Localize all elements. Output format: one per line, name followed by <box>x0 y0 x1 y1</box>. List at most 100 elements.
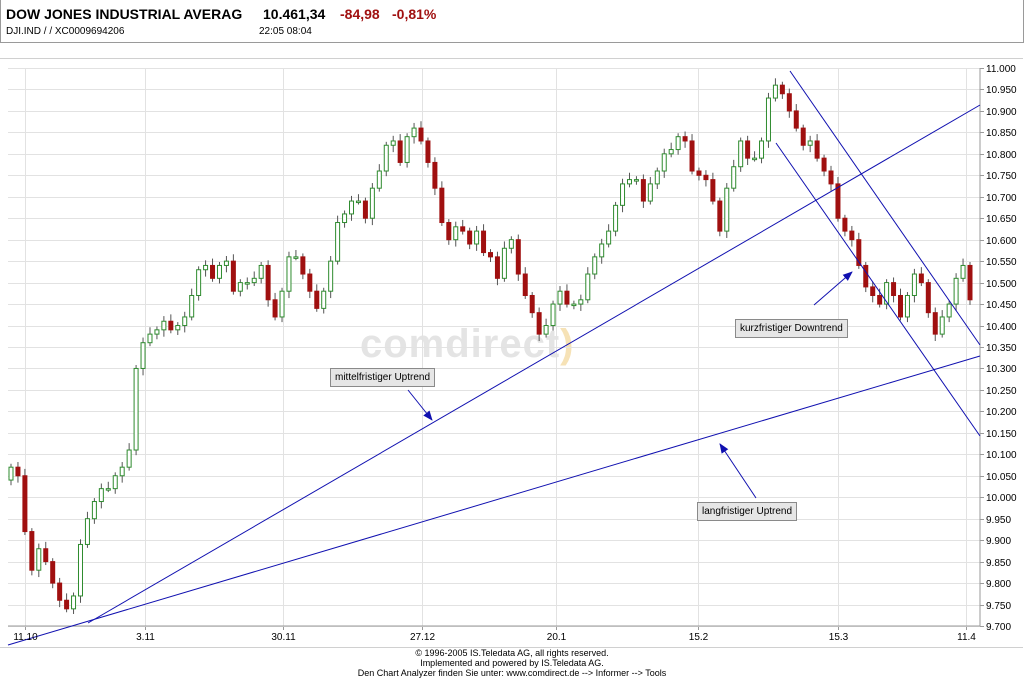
candle <box>418 121 424 145</box>
candle <box>460 219 466 235</box>
candle-body-up <box>98 488 104 503</box>
candle <box>620 178 626 213</box>
candle-body-down <box>814 140 820 159</box>
candle-body-down <box>439 187 445 224</box>
candle <box>168 314 174 334</box>
quote-times: 22:05 08:04 <box>259 26 312 37</box>
candle-body-down <box>710 179 716 202</box>
candle <box>397 134 403 166</box>
candle-body-up <box>543 325 549 335</box>
candle <box>932 307 938 341</box>
horizontal-gridlines <box>8 68 984 627</box>
candle-body-down <box>64 599 70 610</box>
candle-body-up <box>71 595 77 610</box>
candle <box>918 267 924 287</box>
y-tick-label: 10.550 <box>986 257 1017 268</box>
candle <box>244 277 250 290</box>
candle <box>613 201 619 237</box>
candle <box>508 236 514 254</box>
candle-body-up <box>36 548 42 571</box>
long-term-uptrend-line <box>7 355 981 646</box>
candle-body-down <box>877 294 883 305</box>
candle <box>911 268 917 303</box>
candle <box>196 266 202 301</box>
footer-chart-analyzer: Den Chart Analyzer finden Sie unter: www… <box>357 668 667 678</box>
candle-body-up <box>620 183 626 206</box>
x-tick-label: 20.1 <box>547 632 567 643</box>
candle-body-up <box>939 316 945 335</box>
candle-body-down <box>50 561 56 584</box>
candle <box>689 134 695 175</box>
candle-body-up <box>960 264 966 279</box>
candle <box>849 225 855 247</box>
candle-body-down <box>265 264 271 301</box>
candle-body-up <box>383 144 389 172</box>
candle-body-down <box>932 312 938 335</box>
candle-body-up <box>335 222 341 262</box>
candle <box>946 300 952 323</box>
candle-body-up <box>668 149 674 155</box>
candle-body-down <box>29 531 35 571</box>
candle-body-up <box>349 200 355 215</box>
candle <box>453 221 459 247</box>
candle-body-down <box>22 475 28 533</box>
candle-body-up <box>613 204 619 232</box>
candle <box>154 326 160 340</box>
candle-body-down <box>43 548 49 563</box>
candle-body-up <box>759 140 765 159</box>
candle <box>237 279 243 297</box>
candle <box>15 462 21 483</box>
candle-body-down <box>307 273 313 292</box>
candle <box>557 286 563 311</box>
annotation-long-term-uptrend: langfristiger Uptrend <box>697 502 798 521</box>
x-axis-labels: 11.10 3.11 30.11 27.12 20.1 15.2 15.3 11.4 <box>13 632 976 643</box>
candle <box>800 124 806 151</box>
candle-body-up <box>508 239 514 249</box>
candle <box>807 135 813 153</box>
candle <box>369 183 375 226</box>
y-tick-label: 9.850 <box>986 558 1011 569</box>
candle-body-up <box>599 243 605 258</box>
candle <box>286 251 292 299</box>
candle-body-down <box>230 260 236 292</box>
candle-body-down <box>891 282 897 296</box>
candle <box>223 256 229 273</box>
candle <box>265 260 271 307</box>
candle <box>543 318 549 338</box>
candle <box>258 262 264 284</box>
candle-body-up <box>154 329 160 335</box>
candle-body-down <box>821 157 827 172</box>
candle-body-up <box>661 153 667 172</box>
candle <box>175 322 181 335</box>
candle <box>925 279 931 318</box>
candle <box>779 81 785 99</box>
candle-body-up <box>585 273 591 301</box>
symbol-isin: DJI.IND / / XC0009694206 <box>6 26 125 37</box>
candle-body-down <box>793 110 799 129</box>
candle <box>22 468 28 536</box>
y-tick-label: 10.200 <box>986 407 1017 418</box>
candle <box>759 137 765 164</box>
candle-body-down <box>828 170 834 185</box>
candle-body-up <box>557 290 563 305</box>
candle-body-down <box>898 294 904 318</box>
candle <box>529 292 535 318</box>
y-tick-label: 10.500 <box>986 279 1017 290</box>
candle <box>203 260 209 277</box>
candle <box>863 262 869 293</box>
candle-body-up <box>571 303 577 307</box>
candle <box>731 159 737 192</box>
candle-body-up <box>328 260 334 292</box>
candle <box>501 241 507 282</box>
candle-body-down <box>488 252 493 258</box>
price-change: -84,98 <box>340 6 380 22</box>
candle-body-up <box>592 256 598 275</box>
candle <box>432 157 438 196</box>
candle <box>904 292 910 323</box>
candle-body-up <box>203 264 209 271</box>
downtrend-channel-upper-line <box>789 70 981 346</box>
candle <box>536 307 542 341</box>
trend-lines <box>7 70 981 646</box>
candle-body-down <box>870 286 876 296</box>
